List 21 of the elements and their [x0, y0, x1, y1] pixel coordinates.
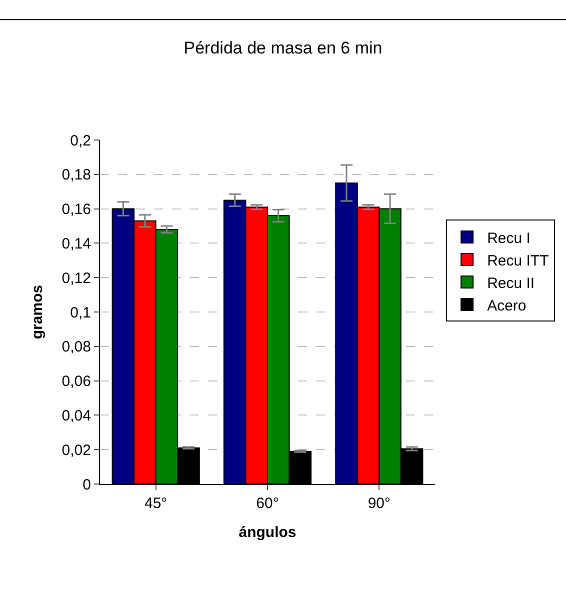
x-tick-label: 45°: [144, 495, 168, 512]
legend-label: Recu I: [487, 230, 530, 247]
legend-label: Acero: [487, 297, 526, 314]
y-tick-label: 0,02: [62, 442, 91, 459]
y-tick-label: 0,16: [62, 201, 91, 218]
x-tick-label: 90°: [368, 495, 391, 512]
y-tick-label: 0,1: [70, 304, 91, 322]
legend-label: Recu II: [487, 274, 535, 292]
legend-label: Recu ITT: [487, 252, 549, 270]
x-axis-title: ángulos: [238, 524, 296, 541]
x-tick-label: 60°: [256, 495, 279, 512]
y-tick-label: 0,2: [70, 132, 91, 150]
chart-title: Pérdida de masa en 6 min: [184, 38, 382, 58]
y-tick-label: 0,04: [62, 407, 91, 424]
y-tick-label: 0,12: [62, 270, 91, 287]
y-tick-label: 0,06: [62, 373, 91, 390]
y-axis-title: gramos: [29, 284, 46, 340]
y-tick-label: 0: [82, 476, 91, 494]
y-tick-label: 0,18: [62, 166, 91, 184]
y-tick-label: 0,08: [62, 338, 91, 356]
y-tick-label: 0,14: [62, 235, 91, 252]
